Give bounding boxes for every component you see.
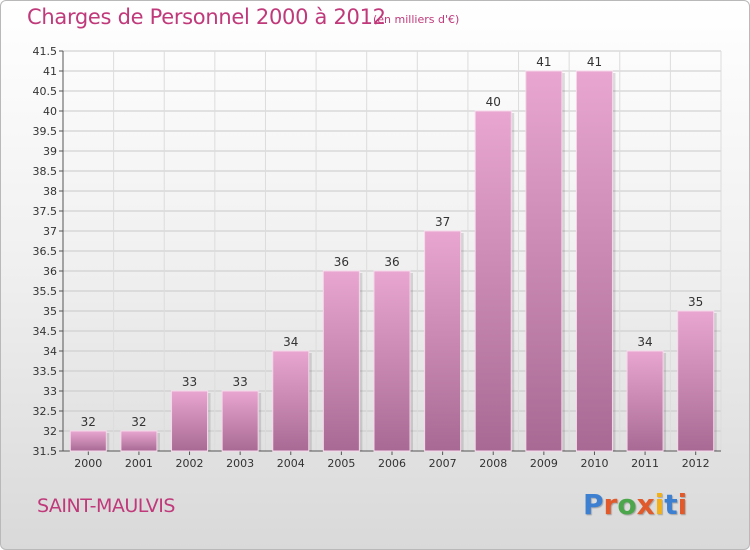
y-tick-label: 40: [43, 105, 57, 118]
y-tick-label: 32: [43, 425, 57, 438]
bar-2001: [120, 430, 158, 452]
chart-title: Charges de Personnel 2000 à 2012: [27, 5, 386, 29]
y-tick-label: 33.5: [33, 365, 58, 378]
bar-2006: [373, 270, 411, 452]
x-tick-label: 2001: [125, 457, 153, 470]
value-label: 33: [182, 375, 197, 389]
x-tick-label: 2007: [429, 457, 457, 470]
logo-letter: o: [617, 488, 637, 521]
y-tick-label: 41.5: [33, 45, 58, 58]
bar-2008: [474, 110, 512, 452]
value-label: 41: [587, 55, 602, 69]
y-tick-label: 31.5: [33, 445, 58, 458]
y-tick-label: 36.5: [33, 245, 58, 258]
logo-letter: r: [603, 488, 618, 521]
logo-letter: x: [636, 488, 655, 521]
bar-2007: [424, 230, 462, 452]
y-tick-label: 34.5: [33, 325, 58, 338]
logo-letter: P: [583, 488, 604, 521]
logo-letter: i: [677, 488, 688, 521]
x-tick-label: 2011: [631, 457, 659, 470]
value-label: 32: [81, 415, 96, 429]
x-tick-label: 2003: [226, 457, 254, 470]
x-tick-label: 2006: [378, 457, 406, 470]
bar-2010: [575, 70, 613, 452]
bar-2011: [626, 350, 664, 452]
y-tick-label: 37: [43, 225, 57, 238]
bar-2002: [171, 390, 209, 452]
bar-2012: [677, 310, 715, 452]
bar-2009: [525, 70, 563, 452]
city-name: SAINT-MAULVIS: [37, 495, 175, 517]
chart-subtitle: (en milliers d'€): [373, 13, 460, 26]
x-tick-label: 2010: [580, 457, 608, 470]
value-label: 34: [637, 335, 652, 349]
value-label: 36: [384, 255, 399, 269]
value-label: 32: [131, 415, 146, 429]
bar-2003: [221, 390, 259, 452]
bars: [69, 70, 717, 452]
x-tick-label: 2009: [530, 457, 558, 470]
proxiti-logo: Proxiti: [583, 488, 687, 521]
y-tick-label: 40.5: [33, 85, 58, 98]
x-tick-label: 2004: [277, 457, 305, 470]
y-tick-label: 41: [43, 65, 57, 78]
value-label: 36: [334, 255, 349, 269]
value-label: 37: [435, 215, 450, 229]
x-tick-label: 2005: [327, 457, 355, 470]
y-tick-label: 33: [43, 385, 57, 398]
logo-letter: i: [654, 488, 665, 521]
value-label: 41: [536, 55, 551, 69]
x-tick-label: 2000: [74, 457, 102, 470]
labels: 31.5 32 32.5 33 33.5 34 34.5 35 35.5 36 36.5 37 37.5…: [33, 45, 710, 470]
value-label: 35: [688, 295, 703, 309]
y-tick-label: 36: [43, 265, 57, 278]
logo-letter: t: [664, 488, 678, 521]
value-label: 40: [486, 95, 501, 109]
y-tick-label: 37.5: [33, 205, 58, 218]
y-tick-label: 34: [43, 345, 57, 358]
bar-2004: [272, 350, 310, 452]
x-tick-label: 2012: [682, 457, 710, 470]
y-tick-label: 39.5: [33, 125, 58, 138]
y-tick-label: 38: [43, 185, 57, 198]
y-tick-label: 35: [43, 305, 57, 318]
y-tick-label: 35.5: [33, 285, 58, 298]
y-tick-label: 32.5: [33, 405, 58, 418]
y-tick-label: 39: [43, 145, 57, 158]
value-label: 33: [233, 375, 248, 389]
bar-2000: [69, 430, 107, 452]
x-tick-label: 2002: [176, 457, 204, 470]
x-tick-label: 2008: [479, 457, 507, 470]
y-tick-label: 38.5: [33, 165, 58, 178]
bar-2005: [322, 270, 360, 452]
value-label: 34: [283, 335, 298, 349]
